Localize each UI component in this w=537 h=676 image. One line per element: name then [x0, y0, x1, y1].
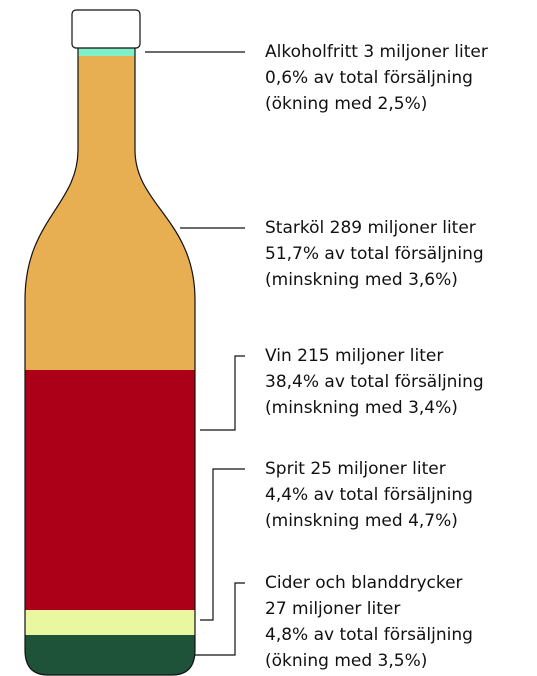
label-line: (ökning med 2,5%)	[265, 94, 427, 114]
label-line: (minskning med 3,6%)	[265, 270, 458, 290]
label-line: Sprit 25 miljoner liter	[265, 459, 446, 479]
label-line: 0,6% av total försäljning	[265, 68, 473, 88]
label-line: 4,4% av total försäljning	[265, 485, 473, 505]
cider-segment	[0, 635, 220, 676]
label-line: 4,8% av total försäljning	[265, 625, 473, 645]
label-line: (minskning med 4,7%)	[265, 511, 458, 531]
label-line: (minskning med 3,4%)	[265, 398, 458, 418]
label-line: 27 miljoner liter	[265, 599, 400, 619]
label-line: Vin 215 miljoner liter	[265, 346, 443, 366]
leader-line	[200, 356, 245, 430]
label-line: 38,4% av total försäljning	[265, 372, 484, 392]
leader-line	[195, 583, 245, 655]
label-line: (ökning med 3,5%)	[265, 651, 427, 671]
sprit-segment	[0, 610, 220, 635]
bottle	[0, 48, 220, 676]
vin-segment	[0, 370, 220, 610]
label-line: 51,7% av total försäljning	[265, 244, 484, 264]
label-line: Alkoholfritt 3 miljoner liter	[265, 42, 488, 62]
leader-line	[200, 469, 245, 620]
starkol-segment	[0, 56, 220, 370]
infographic: Alkoholfritt 3 miljoner liter 0,6% av tot…	[0, 0, 537, 676]
label-line: Starköl 289 miljoner liter	[265, 218, 476, 238]
label-line: Cider och blanddrycker	[265, 573, 463, 593]
bottle-cap	[72, 10, 140, 48]
